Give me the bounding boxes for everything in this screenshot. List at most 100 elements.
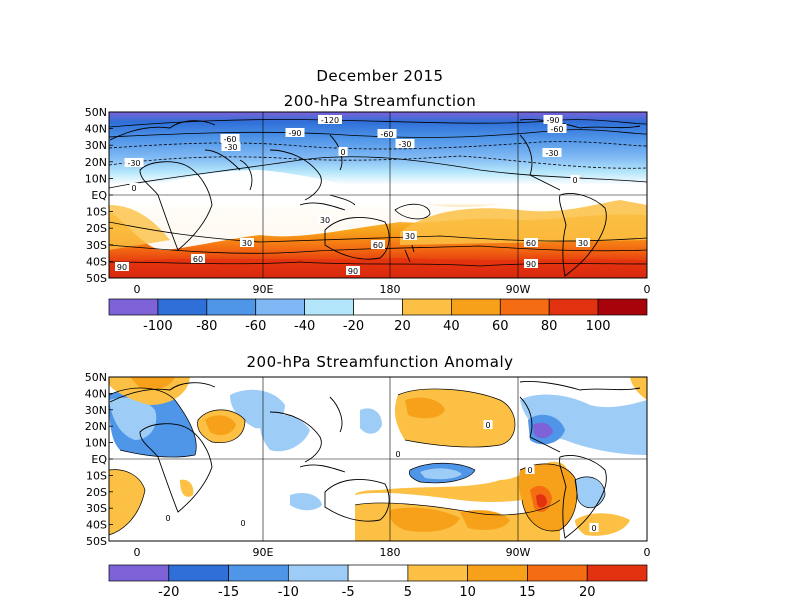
colorbar-swatch: [499, 298, 550, 316]
lat-label: 10N: [85, 172, 107, 185]
panel-1-contour-labels: -120-90-90-60-60-60-30 -30-30-30000303030…: [115, 115, 590, 276]
colorbar-swatch: [108, 298, 159, 316]
lat-label: 40N: [85, 387, 107, 400]
colorbar-label: -20: [158, 585, 179, 600]
contour-label-bg: [542, 148, 562, 157]
colorbar-swatch: [402, 298, 452, 316]
tropical-white-region: [109, 170, 647, 250]
contour-label-bg: [115, 262, 129, 271]
contour-label-bg: [483, 420, 493, 429]
contour-label: 0: [485, 421, 490, 430]
panel-2-colorbar: [108, 564, 648, 582]
contour-label-bg: [338, 147, 348, 156]
contour-label-bg: [570, 175, 580, 184]
lat-label: 30N: [85, 139, 107, 152]
lon-label: 0: [644, 546, 651, 559]
contour-label: -90: [546, 116, 559, 125]
lat-label: 20N: [85, 156, 107, 169]
colorbar-swatch: [353, 298, 403, 316]
coast-s-america: [559, 193, 607, 277]
lon-label: 90W: [506, 283, 531, 296]
contour-label-bg: [525, 465, 535, 474]
contour-label-bg: [285, 128, 305, 137]
colorbar-swatch: [597, 298, 648, 316]
lat-label: 40N: [85, 123, 107, 136]
lon-label: 180: [380, 283, 401, 296]
coast-arabia-india: [204, 149, 253, 191]
contour-label: -60: [380, 130, 393, 139]
lat-label: 30N: [85, 404, 107, 417]
colorbar-swatch: [586, 564, 648, 582]
panel-1-title: 200-hPa Streamfunction: [283, 92, 477, 110]
contour-label: -60: [550, 125, 563, 134]
contour-label: 90: [117, 263, 127, 272]
contour-label-bg: [220, 134, 240, 143]
contour-label: 0: [591, 524, 596, 533]
coast-nz: [404, 244, 415, 263]
contour-label: -30: [398, 140, 411, 149]
contour-label-bg: [377, 129, 397, 138]
contour-label: 0: [131, 184, 136, 193]
colorbar-swatch: [255, 298, 305, 316]
contour-label: 90: [526, 260, 536, 269]
contour-label: -30: [224, 143, 237, 152]
panel-2-colorbar-labels: -20 -15 -10 -5 5 10 15 20: [158, 585, 595, 600]
contour-label-bg: [163, 513, 173, 522]
colorbar-label: 15: [519, 585, 536, 600]
coast-europe: [109, 120, 216, 141]
contour-label: -60: [223, 135, 236, 144]
contour-label: 30: [320, 216, 330, 225]
lon-label: 0: [644, 283, 651, 296]
lat-label: 20S: [86, 222, 107, 235]
contour-label: 0: [572, 176, 577, 185]
contour-label-bg: [238, 518, 248, 527]
lon-label: 180: [380, 546, 401, 559]
colorbar-label: -40: [294, 319, 315, 334]
coast-maritime: [299, 194, 356, 211]
graticule: [109, 112, 647, 278]
contour-label-bg: [124, 158, 144, 167]
contour-label-bg: [221, 142, 241, 151]
panel-2-contour-labels: 0 0 0 0 0 0: [163, 420, 599, 533]
lat-label: 50N: [85, 106, 107, 119]
colorbar-label: 10: [459, 585, 476, 600]
contour-label: 0: [527, 466, 532, 475]
panel-2-lon-axis: 0 90E 180 90W 0: [134, 546, 651, 559]
contour-label-bg: [371, 240, 385, 249]
colorbar-swatch: [228, 564, 289, 582]
contour-label: -30: [127, 159, 140, 168]
colorbar-swatch: [527, 564, 588, 582]
contour-label: 60: [526, 239, 536, 248]
lat-label: 50S: [86, 272, 107, 285]
contour-label-bg: [576, 238, 590, 247]
lat-label: 30S: [86, 239, 107, 252]
lat-label: 50N: [85, 371, 107, 384]
lon-label: 90E: [253, 283, 274, 296]
lon-label: 0: [134, 546, 141, 559]
colorbar-label: -100: [143, 319, 173, 334]
colorbar-swatch: [347, 564, 409, 582]
contour-label-bg: [403, 231, 417, 240]
colorbar-label: 5: [404, 585, 412, 600]
contour-label: 0: [340, 148, 345, 157]
figure-title: December 2015: [316, 67, 444, 85]
lon-label: 0: [134, 283, 141, 296]
contour-label-bg: [346, 266, 360, 275]
panel-1-lon-axis: 0 90E 180 90W 0: [134, 283, 651, 296]
contour-label-bg: [191, 254, 205, 263]
streamfunction-map: [109, 112, 647, 278]
contour-label-bg: [543, 115, 563, 124]
s-pacific-orange-lobe: [400, 200, 647, 245]
contour-label: 90: [348, 267, 358, 276]
contour-label: 30: [242, 239, 252, 248]
lat-label: 10S: [86, 469, 107, 482]
colorbar-label: -80: [196, 319, 217, 334]
contour-label: -30: [545, 149, 558, 158]
colorbar-swatch: [548, 298, 599, 316]
colorbar-label: 100: [586, 319, 611, 334]
contour-label: -90: [288, 129, 301, 138]
contour-label-bg: [393, 449, 403, 458]
coast-australia: [324, 217, 390, 260]
contour-label: 30: [405, 232, 415, 241]
colorbar-swatch: [304, 298, 354, 316]
